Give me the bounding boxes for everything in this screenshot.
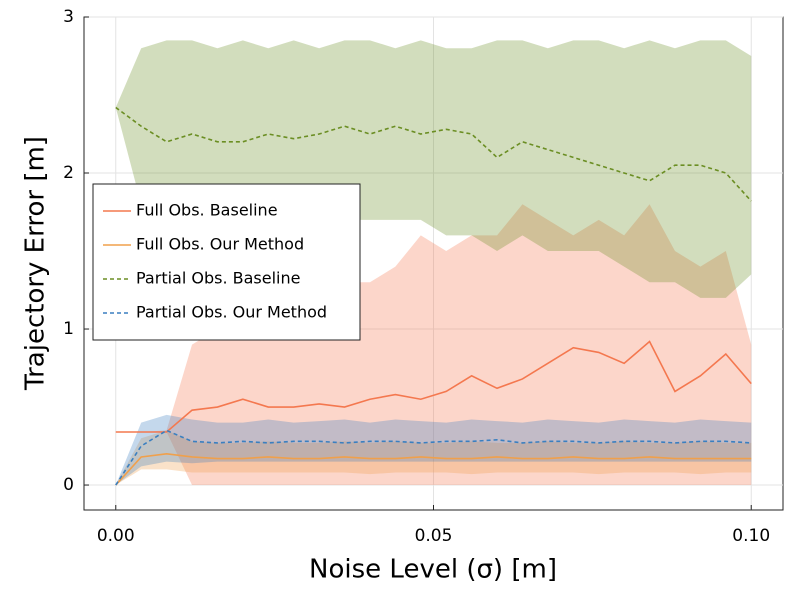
legend-label: Partial Obs. Our Method	[136, 303, 327, 322]
y-tick-label: 2	[63, 163, 74, 183]
band	[115, 414, 752, 486]
legend-label: Full Obs. Baseline	[136, 201, 278, 220]
band	[115, 204, 752, 486]
legend-box	[92, 183, 361, 341]
x-tick-label: 0.10	[732, 526, 770, 546]
y-tick-label: 0	[63, 475, 74, 495]
y-axis-label: Trajectory Error [m]	[21, 136, 51, 391]
y-tick-label: 3	[63, 7, 74, 27]
x-axis-label: Noise Level (σ) [m]	[309, 555, 557, 585]
band	[115, 40, 752, 298]
x-tick-label: 0.05	[415, 526, 453, 546]
series-line	[115, 106, 752, 202]
series-line	[115, 429, 752, 486]
y-tick-label: 1	[63, 319, 74, 339]
legend-label: Partial Obs. Baseline	[136, 269, 300, 288]
series-line	[115, 453, 752, 486]
legend-label: Full Obs. Our Method	[136, 235, 304, 254]
x-tick-label: 0.00	[97, 526, 135, 546]
series-line	[115, 340, 752, 433]
